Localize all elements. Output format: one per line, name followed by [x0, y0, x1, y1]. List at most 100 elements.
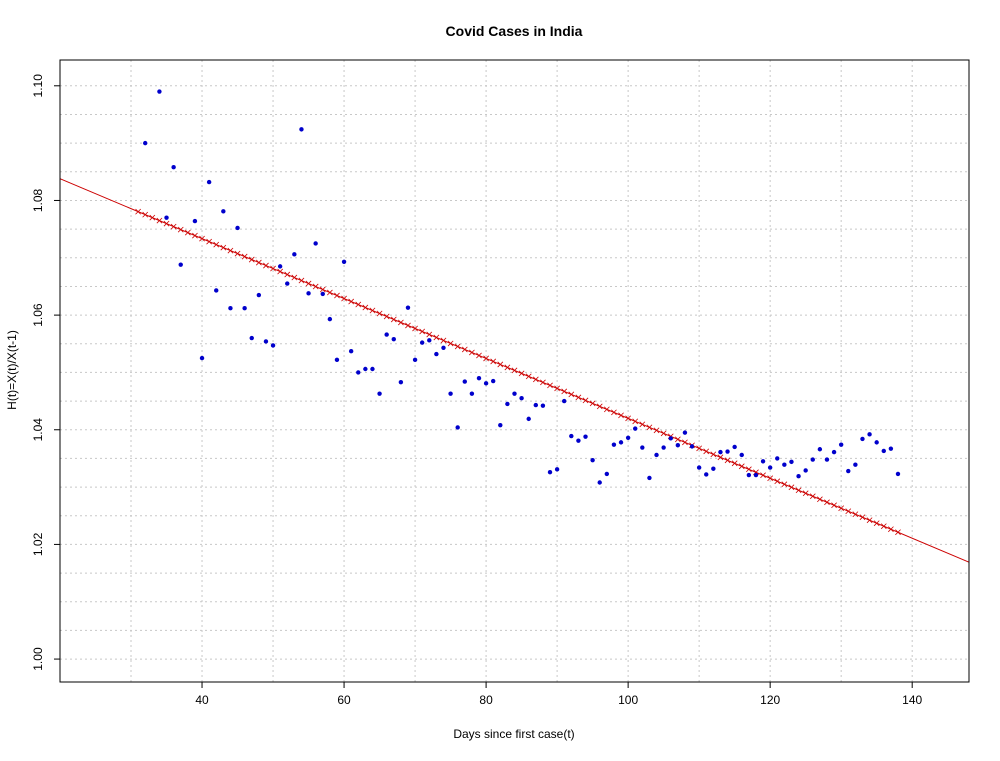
data-point [867, 432, 872, 437]
fit-marker [532, 376, 539, 383]
data-point [562, 398, 567, 404]
data-point [377, 391, 382, 396]
data-point [782, 462, 787, 467]
data-point [803, 468, 808, 473]
data-point [753, 472, 759, 478]
fit-marker [440, 337, 447, 344]
data-point [455, 425, 460, 430]
fit-marker [816, 496, 823, 503]
fit-marker [383, 313, 390, 320]
data-point [767, 465, 773, 470]
fit-marker [433, 334, 440, 341]
fit-marker [305, 280, 312, 287]
data-point [625, 435, 631, 440]
fit-marker [788, 484, 795, 491]
data-point [505, 401, 510, 407]
fit-marker [170, 223, 177, 230]
x-tick-label: 60 [337, 693, 351, 707]
fit-marker [397, 319, 404, 326]
y-tick-label: 1.08 [31, 188, 45, 212]
fit-marker [376, 310, 383, 317]
fit-marker [696, 445, 703, 452]
fit-line-group [59, 178, 970, 563]
fit-marker [809, 493, 816, 500]
fit-marker [213, 241, 220, 248]
fit-marker [184, 229, 191, 236]
x-tick-label: 100 [618, 693, 638, 707]
data-point [746, 472, 752, 478]
x-tick-label: 40 [195, 693, 209, 707]
fit-marker [469, 349, 475, 356]
fit-marker [781, 481, 788, 488]
fit-marker [263, 262, 269, 269]
fit-marker [447, 340, 454, 347]
fit-marker [334, 292, 340, 299]
fit-marker [511, 367, 518, 374]
data-point [192, 218, 198, 224]
fit-marker [390, 316, 397, 323]
fit-marker [405, 322, 411, 329]
y-tick-label: 1.10 [31, 74, 45, 98]
fit-marker [547, 382, 553, 389]
fit-marker [525, 373, 532, 380]
data-point [576, 438, 581, 443]
fit-marker [497, 361, 504, 368]
fit-marker [518, 370, 525, 377]
fit-marker [575, 394, 582, 401]
fit-marker [142, 211, 149, 218]
data-point [881, 448, 886, 454]
data-point [327, 316, 333, 322]
fit-marker [632, 418, 639, 425]
fit-marker [653, 427, 660, 434]
fit-marker [611, 409, 617, 416]
fit-marker [888, 526, 894, 533]
fit-marker [802, 490, 809, 497]
data-point [306, 291, 311, 296]
data-point [434, 351, 439, 357]
x-tick-label: 120 [760, 693, 780, 707]
data-point [356, 370, 361, 375]
data-point [711, 466, 716, 471]
data-point [760, 459, 766, 464]
data-point [498, 422, 503, 428]
data-point [341, 259, 347, 264]
fit-marker [596, 403, 603, 410]
fit-marker [717, 454, 724, 461]
data-point [171, 165, 176, 170]
fit-marker [824, 499, 830, 506]
fit-marker [831, 502, 837, 509]
data-point [270, 343, 276, 348]
data-point [618, 440, 624, 445]
data-point [277, 264, 283, 269]
fit-marker [312, 283, 319, 290]
fit-marker [490, 358, 497, 365]
data-point [540, 403, 546, 408]
data-point [604, 471, 610, 477]
data-point [334, 357, 340, 363]
data-point [427, 338, 432, 343]
fit-marker [795, 487, 802, 494]
fit-marker [724, 457, 731, 464]
fit-marker [660, 430, 667, 437]
data-point [668, 436, 673, 441]
data-point [725, 449, 730, 454]
fit-marker [277, 268, 284, 275]
data-point [235, 225, 240, 231]
data-point [448, 391, 453, 396]
y-axis: 1.00 1.02 1.04 1.06 1.08 1.10 [31, 74, 60, 671]
data-point [249, 335, 254, 341]
data-point [348, 349, 354, 354]
fit-marker [625, 415, 632, 422]
fit-marker [731, 460, 738, 467]
data-point [285, 281, 290, 286]
data-point [895, 471, 901, 477]
data-point [888, 446, 894, 451]
data-point [640, 445, 645, 450]
data-point [838, 442, 844, 447]
fit-marker [873, 520, 880, 527]
data-point [654, 452, 659, 458]
fit-marker [880, 523, 887, 530]
fit-marker [220, 244, 227, 251]
